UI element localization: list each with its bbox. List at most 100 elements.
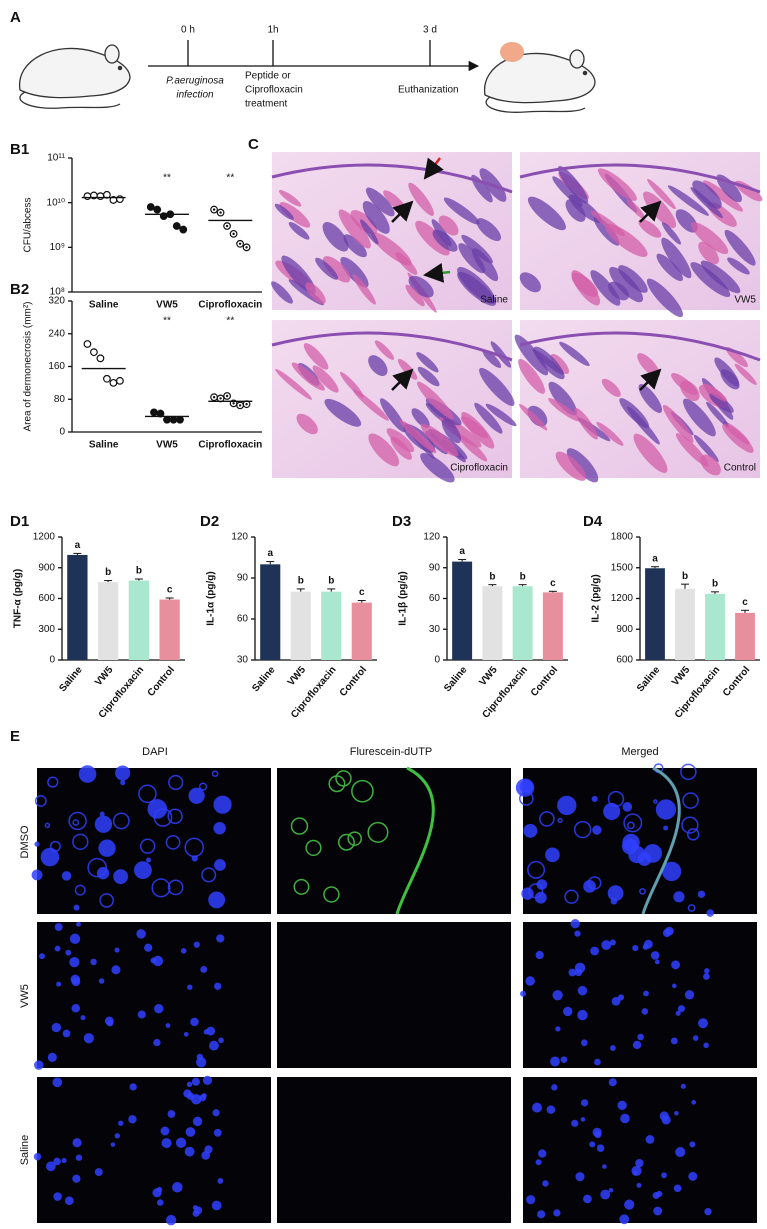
nucleus bbox=[654, 959, 660, 965]
data-point bbox=[146, 203, 155, 211]
nucleus bbox=[672, 983, 677, 989]
nucleus bbox=[113, 869, 129, 885]
arrow bbox=[391, 368, 414, 391]
tissue-follicle bbox=[518, 358, 546, 394]
nucleus bbox=[665, 926, 674, 936]
tissue-follicle bbox=[360, 219, 379, 245]
nucleus bbox=[560, 1056, 568, 1063]
nucleus bbox=[62, 1029, 71, 1038]
tissue-follicle bbox=[638, 219, 662, 238]
y-tick-label: 900 bbox=[38, 562, 55, 573]
nucleus bbox=[40, 847, 60, 867]
nucleus bbox=[617, 994, 625, 1001]
epidermis bbox=[271, 163, 513, 194]
nucleus bbox=[128, 1115, 137, 1124]
tunel-ring bbox=[305, 839, 322, 857]
data-point-center bbox=[232, 232, 235, 236]
panel-label: B2 bbox=[10, 281, 29, 298]
tunel-ring bbox=[347, 831, 362, 846]
tunel-signal bbox=[395, 766, 435, 915]
tissue-follicle bbox=[661, 237, 692, 279]
histology-label: Saline bbox=[480, 295, 508, 306]
nucleus bbox=[52, 1077, 63, 1088]
nucleus bbox=[73, 904, 80, 911]
tissue-follicle bbox=[609, 266, 644, 303]
nucleus bbox=[600, 1189, 611, 1200]
nucleus bbox=[208, 891, 226, 909]
tissue-follicle bbox=[305, 282, 326, 304]
tunel-ring bbox=[335, 770, 352, 787]
y-tick-label: 120 bbox=[423, 532, 440, 543]
significance-letter: c bbox=[742, 597, 748, 608]
y-tick-label: 600 bbox=[616, 655, 633, 666]
tissue-follicle bbox=[646, 278, 684, 318]
histology-label: VW5 bbox=[734, 295, 756, 306]
y-tick-label: 30 bbox=[237, 655, 249, 666]
nucleus bbox=[69, 933, 81, 945]
tissue-follicle bbox=[662, 404, 694, 443]
y-tick-label: 10⁸ bbox=[50, 287, 65, 298]
arrow bbox=[391, 200, 414, 223]
data-point bbox=[96, 354, 105, 363]
bar bbox=[735, 612, 755, 660]
y-tick-label: 1200 bbox=[611, 593, 634, 604]
tunel-ring bbox=[290, 817, 309, 835]
nucleus bbox=[653, 1206, 663, 1216]
data-point-center bbox=[219, 397, 222, 400]
nucleus bbox=[619, 1214, 630, 1225]
nucleus bbox=[153, 1038, 161, 1047]
bar bbox=[482, 586, 503, 660]
y-tick-label: 10⁹ bbox=[50, 242, 65, 253]
nucleus bbox=[211, 1200, 222, 1211]
nucleus bbox=[187, 984, 193, 990]
nucleus bbox=[165, 1023, 171, 1028]
nucleus bbox=[118, 1120, 124, 1126]
significance: ** bbox=[163, 316, 171, 327]
tissue-follicle bbox=[647, 178, 676, 210]
tissue-follicle bbox=[443, 197, 480, 225]
nucleus bbox=[611, 996, 621, 1006]
y-tick-label: 60 bbox=[429, 593, 441, 604]
tissue-follicle bbox=[633, 433, 668, 473]
nucleus bbox=[99, 811, 105, 817]
nucleus bbox=[214, 859, 226, 871]
bar bbox=[321, 591, 342, 660]
nucleus bbox=[703, 973, 710, 980]
nucleus bbox=[639, 887, 646, 895]
nucleus bbox=[557, 817, 563, 824]
y-axis-label: TNF-α (pg/g) bbox=[13, 569, 24, 628]
nucleus bbox=[526, 1195, 536, 1205]
y-tick-label: 300 bbox=[38, 624, 55, 635]
significance-letter: a bbox=[652, 553, 658, 564]
nucleus bbox=[655, 799, 677, 820]
data-point-center bbox=[225, 224, 229, 228]
nucleus bbox=[636, 1182, 642, 1188]
fluorescence-images bbox=[31, 763, 757, 1226]
tissue-follicle bbox=[519, 272, 541, 293]
tissue-follicle bbox=[548, 397, 581, 422]
x-tick-label: Control bbox=[146, 664, 177, 698]
x-tick-label: Saline bbox=[57, 664, 85, 694]
tissue-follicle bbox=[322, 222, 349, 252]
nucleus bbox=[34, 795, 47, 807]
nucleus bbox=[54, 945, 61, 952]
nucleus bbox=[610, 1045, 616, 1051]
tissue-follicle bbox=[303, 343, 329, 370]
tissue-follicle bbox=[371, 232, 412, 266]
significance-letter: b bbox=[520, 571, 526, 582]
y-tick-label: 0 bbox=[49, 655, 55, 666]
tissue-follicle bbox=[571, 270, 601, 306]
y-axis-label: IL-1α (pg/g) bbox=[206, 571, 217, 625]
nucleus bbox=[47, 1052, 57, 1062]
nucleus bbox=[151, 878, 171, 898]
nucleus bbox=[523, 823, 538, 838]
nucleus bbox=[161, 1138, 172, 1149]
event-label: infection bbox=[176, 90, 214, 101]
row-label: Saline bbox=[19, 1135, 31, 1166]
panel-label: D3 bbox=[392, 513, 411, 530]
tissue-follicle bbox=[374, 340, 395, 360]
data-point bbox=[90, 348, 98, 357]
nucleus bbox=[167, 808, 183, 824]
